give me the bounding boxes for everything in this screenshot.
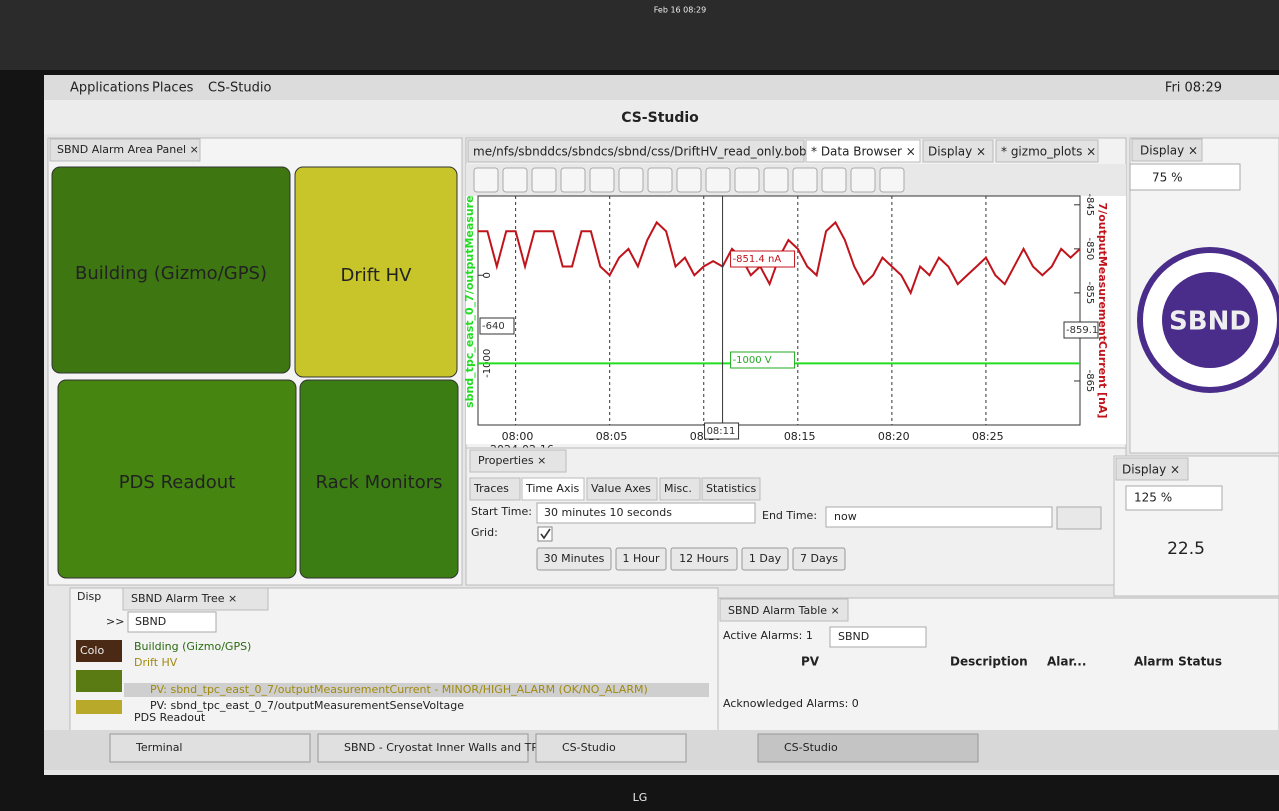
start-label: Start Time:: [471, 505, 532, 518]
annotation: -851.4 nA: [733, 254, 782, 265]
tree-item[interactable]: Drift HV: [134, 656, 178, 669]
tool-button[interactable]: [793, 168, 817, 192]
monitor-brand: LG: [633, 791, 648, 804]
tab-label: Display ×: [1122, 463, 1180, 477]
x-tick-label: 08:15: [784, 430, 816, 443]
acknowledged-alarms: Acknowledged Alarms: 0: [723, 697, 859, 710]
plot-panel: [466, 196, 1126, 444]
button-label: 1 Hour: [623, 552, 660, 565]
side-tab: Disp: [77, 590, 101, 603]
task-label: SBND - Cryostat Inner Walls and TP...: [344, 741, 547, 754]
tool-button[interactable]: [764, 168, 788, 192]
tab-label: Traces: [473, 482, 509, 495]
end-value: now: [834, 510, 857, 523]
alarm-area-label: Building (Gizmo/GPS): [75, 263, 267, 284]
side-label: Colo: [80, 644, 104, 657]
x-tick-label: 08:20: [878, 430, 910, 443]
tree-item[interactable]: PDS Readout: [134, 711, 206, 724]
tab-label: SBND Alarm Area Panel ×: [57, 143, 199, 156]
end-input[interactable]: [826, 507, 1052, 527]
end-label: End Time:: [762, 509, 817, 522]
column-header[interactable]: PV: [801, 655, 820, 669]
tool-button[interactable]: [619, 168, 643, 192]
alarm-area-label: PDS Readout: [119, 472, 236, 493]
clock: Fri 08:29: [1165, 81, 1222, 96]
alarm-area-label: Rack Monitors: [316, 472, 443, 493]
side-swatch: [76, 700, 122, 714]
tool-button[interactable]: [590, 168, 614, 192]
column-header[interactable]: Description: [950, 655, 1028, 669]
display-value: 22.5: [1167, 539, 1205, 559]
logo-text: SBND: [1169, 307, 1251, 337]
screenshot: Feb 16 08:29 Fri 08:29 CS-Studio SBND Al…: [0, 0, 1279, 811]
expand[interactable]: >>: [106, 615, 124, 628]
side-swatch: [76, 670, 122, 692]
column-header[interactable]: Alar...: [1047, 655, 1086, 669]
tree-item[interactable]: Building (Gizmo/GPS): [134, 640, 251, 653]
button-label: 1 Day: [749, 552, 782, 565]
tool-button[interactable]: [677, 168, 701, 192]
tab-label: Statistics: [706, 482, 757, 495]
start-value: 30 minutes 10 seconds: [544, 506, 672, 519]
alarm-area-label: Drift HV: [341, 265, 413, 286]
task-label: Terminal: [135, 741, 183, 754]
tab-label: Value Axes: [591, 482, 651, 495]
tool-button[interactable]: [706, 168, 730, 192]
column-header[interactable]: Alarm Status: [1134, 655, 1222, 669]
annotation: -859.1: [1066, 325, 1098, 336]
tool-button[interactable]: [822, 168, 846, 192]
menu[interactable]: Applications: [70, 81, 150, 96]
button-label: 12 Hours: [679, 552, 729, 565]
tool-button[interactable]: [648, 168, 672, 192]
x-tick-label: 08:05: [596, 430, 628, 443]
status-clock: Feb 16 08:29: [654, 6, 706, 15]
selector-label: SBND: [838, 630, 869, 643]
tab-label: me/nfs/sbnddcs/sbndcs/sbnd/css/DriftHV_r…: [473, 145, 821, 159]
tab-label: Display ×: [1140, 144, 1198, 158]
y2-tick-label: -850: [1084, 237, 1095, 260]
annotation: -640: [482, 321, 505, 332]
tab-label: Properties ×: [478, 454, 546, 467]
tree-item[interactable]: PV: sbnd_tpc_east_0_7/outputMeasurementC…: [150, 683, 648, 696]
tab-label: * gizmo_plots ×: [1001, 145, 1096, 159]
tool-button[interactable]: [880, 168, 904, 192]
window-title: CS-Studio: [621, 110, 699, 126]
task-label: CS-Studio: [784, 741, 838, 754]
tool-button[interactable]: [503, 168, 527, 192]
tab-label: Misc.: [664, 482, 692, 495]
selector-label: SBND: [135, 615, 166, 628]
annotation: 08:11: [707, 426, 736, 437]
tool-button[interactable]: [474, 168, 498, 192]
zoom: 125 %: [1134, 491, 1172, 505]
active-alarms: Active Alarms: 1: [723, 629, 813, 642]
tab-label: SBND Alarm Table ×: [728, 604, 840, 617]
button-label: 7 Days: [800, 552, 838, 565]
axis-label: sbnd_tpc_east_0_7/outputMeasure: [463, 195, 476, 408]
tab-label: Display ×: [928, 145, 986, 159]
zoom: 75 %: [1152, 171, 1183, 185]
y2-tick-label: -865: [1084, 370, 1095, 393]
background-screen: [0, 0, 1279, 70]
y2-tick-label: -855: [1084, 282, 1095, 305]
y2-tick-label: -845: [1084, 193, 1095, 216]
task-label: CS-Studio: [562, 741, 616, 754]
tool-button[interactable]: [851, 168, 875, 192]
tab-label: Time Axis: [525, 482, 580, 495]
tab-label: * Data Browser ×: [811, 145, 916, 159]
x-tick-label: 08:00: [502, 430, 534, 443]
y-tick-label: 0: [482, 272, 493, 278]
grid-label: Grid:: [471, 526, 498, 539]
menu[interactable]: Places: [152, 81, 194, 96]
tab-label: SBND Alarm Tree ×: [131, 592, 237, 605]
tool-button[interactable]: [561, 168, 585, 192]
zoom-select[interactable]: [1130, 164, 1240, 190]
menu[interactable]: CS-Studio: [208, 81, 271, 96]
time-picker[interactable]: [1057, 507, 1101, 529]
axis-label: 7/outputMeasurementCurrent [nA]: [1096, 203, 1109, 419]
x-tick-label: 08:25: [972, 430, 1004, 443]
tool-button[interactable]: [735, 168, 759, 192]
tool-button[interactable]: [532, 168, 556, 192]
annotation: -1000 V: [733, 355, 772, 366]
button-label: 30 Minutes: [544, 552, 605, 565]
